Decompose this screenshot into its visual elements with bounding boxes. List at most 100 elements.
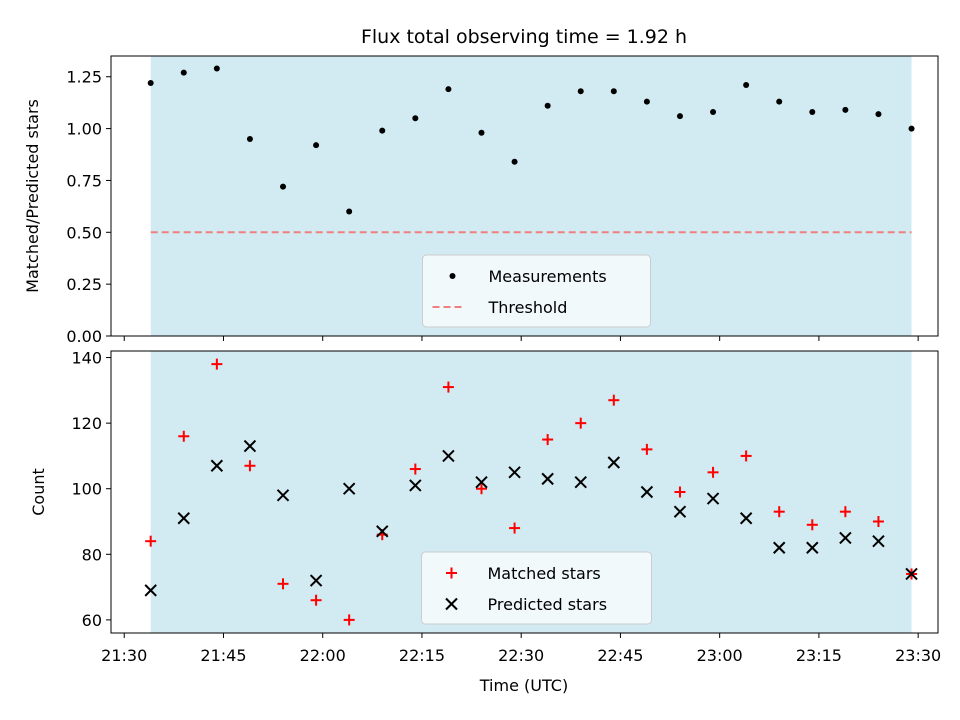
x-axis-label: Time (UTC): [479, 676, 568, 695]
predicted-stars-point: [773, 541, 786, 554]
measurement-point: [511, 158, 518, 165]
measurement-point: [676, 113, 683, 120]
legend-label: Predicted stars: [488, 595, 608, 614]
matched-stars-point: [773, 506, 785, 518]
measurement-point: [908, 125, 915, 132]
legend-predicted-marker: [445, 597, 458, 611]
predicted-stars-point: [276, 489, 290, 502]
measurement-point: [147, 79, 154, 86]
matched-stars-point: [442, 381, 454, 393]
predicted-stars-point: [806, 541, 819, 554]
matched-stars-point: [839, 506, 851, 518]
measurement-point: [776, 98, 783, 105]
predicted-stars-point: [342, 482, 356, 495]
y-tick-label: 0.25: [66, 275, 102, 294]
predicted-stars-point: [309, 574, 323, 587]
x-tick-label: 22:30: [498, 646, 544, 665]
measurement-point: [610, 88, 617, 95]
predicted-stars-point: [177, 512, 190, 525]
matched-stars-point: [409, 463, 421, 475]
measurement-point: [544, 102, 551, 109]
count-panel: 60 80 100 120 140 21:30 21:45 22:00 22:15 22:30 22…: [71, 349, 941, 665]
x-tick-label: 22:15: [399, 646, 445, 665]
ratio-panel: 0.00 0.25 0.50 0.75 1.00 1.25 Measurements Thre…: [66, 55, 939, 346]
predicted-stars-point: [210, 459, 224, 472]
measurement-point: [743, 82, 750, 89]
x-tick-label: 22:45: [597, 646, 643, 665]
legend-label: Threshold: [488, 298, 568, 317]
matched-stars-point: [740, 450, 752, 462]
predicted-stars-point: [872, 534, 885, 548]
count-y-axis-label: Count: [29, 468, 48, 516]
measurement-point: [412, 115, 419, 122]
predicted-stars-point: [673, 505, 687, 518]
predicted-stars-point: [243, 439, 257, 453]
predicted-stars-point: [144, 584, 157, 597]
y-tick-label: 0.00: [66, 327, 102, 346]
legend-box: [422, 254, 651, 328]
measurement-point: [280, 183, 287, 190]
predicted-stars-point: [475, 475, 488, 489]
y-tick-label: 0.75: [66, 171, 102, 190]
measurement-point: [445, 86, 452, 93]
matched-stars-point: [475, 483, 487, 495]
matched-stars-point: [343, 614, 355, 626]
ratio-y-axis-label: Matched/Predicted stars: [23, 99, 42, 293]
y-tick-label: 140: [71, 349, 102, 368]
legend-label: Measurements: [489, 267, 607, 286]
measurement-point: [478, 129, 485, 136]
matched-stars-point: [244, 460, 256, 472]
matched-stars-point: [806, 519, 818, 531]
measurement-point: [643, 98, 650, 105]
predicted-stars-point: [376, 525, 389, 538]
predicted-stars-point: [640, 485, 654, 499]
matched-stars-point: [178, 430, 190, 442]
matched-stars-point: [641, 443, 653, 455]
x-tick-label: 21:45: [200, 646, 246, 665]
plot-frame: [110, 55, 939, 337]
x-tick-label: 22:00: [300, 646, 346, 665]
predicted-stars-point: [574, 475, 587, 489]
matched-stars-point: [211, 358, 223, 370]
measurement-point: [577, 88, 584, 95]
series-measurements: [147, 65, 915, 215]
y-tick-label: 1.00: [66, 120, 102, 139]
matched-stars-point: [310, 594, 322, 606]
measurement-point: [710, 109, 717, 115]
predicted-stars-point: [706, 492, 720, 505]
x-tick-label: 23:30: [895, 646, 941, 665]
legend: Matched stars Predicted stars: [421, 551, 652, 625]
predicted-stars-point: [508, 466, 521, 479]
x-tick-label: 21:30: [101, 646, 147, 665]
measurement-point: [875, 111, 882, 118]
legend-measurement-marker: [449, 273, 456, 279]
measurement-point: [213, 65, 220, 72]
y-tick-label: 0.50: [66, 223, 102, 242]
matched-stars-point: [575, 417, 587, 429]
y-tick-label: 80: [82, 545, 102, 564]
predicted-stars-point: [739, 512, 753, 525]
chart-title: Flux total observing time = 1.92 h: [361, 26, 687, 48]
predicted-stars-point: [839, 531, 852, 545]
y-tick-label: 1.25: [66, 68, 102, 87]
measurement-point: [842, 106, 849, 113]
matched-stars-point: [509, 522, 521, 534]
x-tick-label: 23:15: [796, 646, 842, 665]
predicted-stars-point: [905, 567, 918, 581]
y-tick-label: 100: [71, 480, 102, 499]
y-tick-label: 60: [82, 611, 102, 630]
predicted-stars-point: [409, 479, 422, 492]
predicted-stars-point: [442, 449, 455, 463]
predicted-stars-point: [607, 456, 621, 469]
plot-frame: [110, 350, 939, 634]
measurement-point: [346, 208, 353, 215]
legend-matched-marker: [446, 567, 457, 579]
measurement-point: [246, 135, 253, 142]
y-tick-label: 120: [71, 414, 102, 433]
measurement-point: [809, 109, 816, 115]
x-tick-label: 23:00: [697, 646, 743, 665]
legend-label: Matched stars: [488, 564, 601, 583]
measurement-point: [180, 69, 187, 76]
series-predicted-stars: [144, 439, 918, 597]
